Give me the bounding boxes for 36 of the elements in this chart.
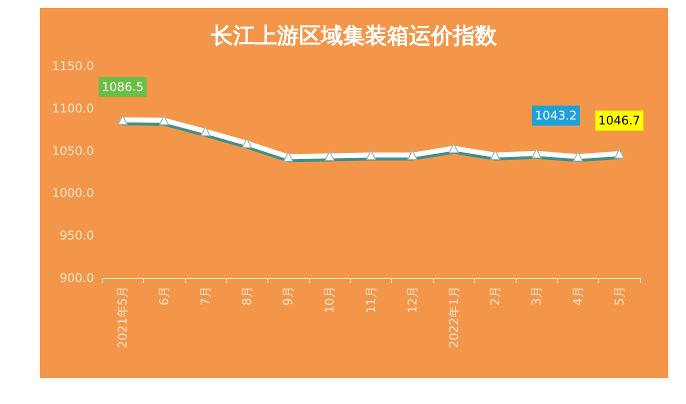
point xyxy=(572,152,583,162)
x-tick-label: 2022年1月 xyxy=(446,286,461,348)
point xyxy=(448,143,459,154)
point xyxy=(532,148,542,158)
point xyxy=(283,152,294,162)
x-tick-label: 2021年5月 xyxy=(116,286,130,348)
data-label: 1043.2 xyxy=(534,108,577,123)
point xyxy=(407,150,418,160)
x-tick-label: 6月 xyxy=(157,286,172,306)
y-tick-label: 1100.0 xyxy=(52,101,94,116)
x-tick-label: 9月 xyxy=(281,286,296,306)
point xyxy=(159,115,170,126)
data-label: 1086.5 xyxy=(102,80,144,94)
point xyxy=(242,138,252,148)
x-tick-label: 3月 xyxy=(530,286,544,306)
point xyxy=(490,150,500,160)
data-label: 1046.7 xyxy=(598,114,640,128)
x-tick-label: 11月 xyxy=(364,286,378,314)
point xyxy=(614,148,624,159)
y-tick-label: 1050.0 xyxy=(52,144,94,158)
x-tick-label: 8月 xyxy=(240,286,254,306)
point xyxy=(366,150,376,160)
x-tick-label: 4月 xyxy=(570,286,585,306)
y-tick-label: 1000.0 xyxy=(52,186,94,200)
point xyxy=(118,114,128,125)
x-tick-label: 10月 xyxy=(322,286,337,314)
x-tick-label: 12月 xyxy=(405,286,420,314)
point xyxy=(324,150,335,161)
point xyxy=(200,126,210,136)
chart-title: 长江上游区域集装箱运价指数 xyxy=(210,23,498,49)
y-tick-label: 900.0 xyxy=(60,271,94,285)
x-tick-label: 2月 xyxy=(488,286,502,306)
y-tick-label: 950.0 xyxy=(60,228,94,243)
x-tick-label: 7月 xyxy=(198,286,212,306)
x-tick-label: 5月 xyxy=(612,286,626,306)
y-tick-label: 1150.0 xyxy=(52,59,94,73)
